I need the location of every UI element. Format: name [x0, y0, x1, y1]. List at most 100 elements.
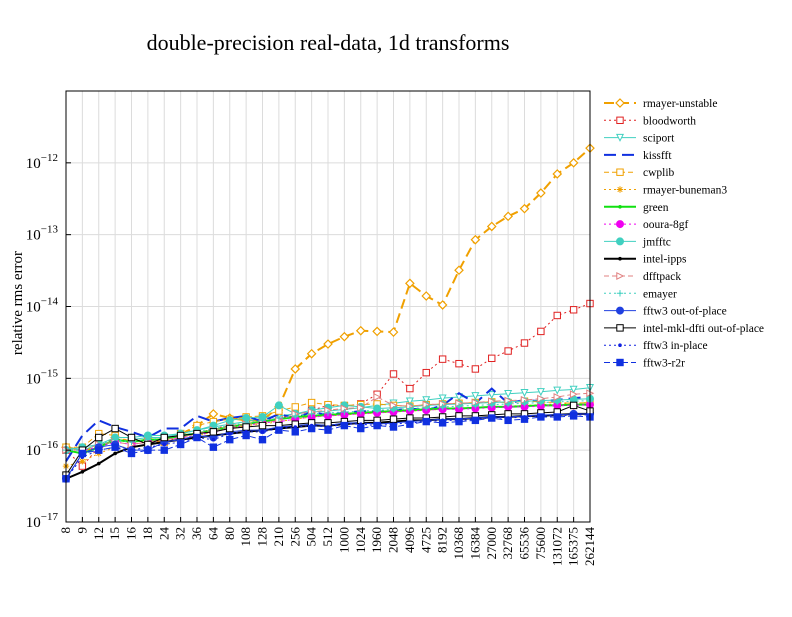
marker [275, 414, 283, 422]
marker [504, 400, 512, 408]
marker [160, 446, 168, 454]
marker [389, 423, 398, 431]
marker [618, 256, 622, 261]
legend-entry: rmayer-buneman3 [604, 185, 727, 197]
legend-label: fftw3 out-of-place [643, 306, 727, 318]
marker [438, 355, 447, 363]
marker [341, 408, 348, 416]
marker [211, 437, 216, 442]
marker [616, 306, 624, 315]
y-tick-label: 10−17 [26, 511, 59, 531]
x-tick-label: 4096 [402, 527, 417, 554]
legend-label: sciport [643, 133, 675, 145]
marker [471, 392, 480, 401]
y-tick-label: 10−15 [26, 367, 59, 387]
chart-title: double-precision real-data, 1d transform… [147, 30, 510, 55]
marker [405, 397, 414, 406]
legend-label: jmfftc [642, 236, 671, 248]
x-tick-label: 12 [91, 527, 106, 540]
marker [390, 406, 397, 413]
marker [258, 421, 267, 430]
marker [569, 390, 578, 399]
marker [95, 433, 103, 442]
legend-entry: fftw3-r2r [604, 358, 685, 370]
marker [291, 428, 299, 436]
x-tick-label: 1960 [369, 527, 384, 553]
x-tick-label: 65536 [517, 527, 532, 560]
x-tick-label: 131072 [549, 527, 564, 566]
marker [455, 417, 463, 426]
marker [113, 451, 117, 456]
marker [488, 401, 495, 408]
marker [209, 428, 218, 436]
x-tick-label: 2048 [386, 527, 401, 553]
legend-entry: jmfftc [604, 236, 671, 248]
marker [405, 278, 415, 289]
legend-label: ooura-8gf [643, 219, 689, 231]
legend-label: rmayer-unstable [643, 98, 718, 110]
x-tick-label: 27000 [484, 527, 499, 560]
marker [520, 339, 529, 347]
marker [307, 424, 316, 433]
marker [537, 399, 545, 406]
marker [553, 386, 562, 395]
legend-label: fftw3-r2r [643, 358, 685, 370]
marker [488, 354, 496, 363]
x-tick-label: 24 [156, 527, 171, 541]
marker [226, 435, 234, 444]
marker [616, 186, 624, 193]
marker [568, 157, 579, 168]
marker [176, 431, 185, 440]
marker [340, 421, 349, 430]
marker [242, 431, 250, 440]
marker [127, 449, 136, 458]
marker [260, 430, 265, 434]
x-tick-label: 32 [173, 527, 188, 540]
x-tick-label: 504 [304, 527, 319, 547]
marker [406, 405, 414, 412]
marker [306, 348, 317, 359]
marker [536, 388, 545, 397]
marker [308, 410, 315, 418]
marker [616, 324, 624, 332]
series-line [65, 414, 590, 480]
marker [144, 446, 152, 454]
marker [422, 368, 430, 377]
marker [471, 365, 480, 373]
marker [388, 327, 399, 337]
marker [616, 220, 624, 229]
x-tick-label: 36 [189, 527, 204, 541]
x-tick-label: 32768 [500, 527, 515, 560]
x-tick-label: 4725 [418, 527, 433, 553]
marker [80, 469, 85, 474]
marker [127, 433, 136, 442]
marker [421, 291, 432, 301]
marker [503, 211, 513, 222]
y-tick-label: 10−13 [26, 224, 59, 244]
marker [521, 400, 528, 407]
x-tick-label: 262144 [582, 527, 597, 567]
marker [292, 412, 299, 420]
marker [520, 415, 529, 423]
x-tick-label: 15 [107, 527, 122, 540]
x-tick-label: 256 [287, 527, 302, 547]
x-tick-label: 64 [205, 527, 220, 541]
marker [438, 419, 447, 427]
marker [111, 424, 119, 433]
marker [373, 421, 381, 430]
marker [275, 426, 283, 434]
marker [242, 423, 250, 431]
legend-label: fftw3 in-place [643, 340, 708, 352]
x-tick-label: 10368 [451, 527, 466, 560]
marker [293, 425, 298, 429]
marker [470, 234, 481, 245]
marker [406, 384, 414, 393]
marker [486, 221, 497, 232]
marker [323, 339, 333, 349]
marker [472, 402, 479, 409]
legend-entry: dfftpack [604, 271, 681, 283]
marker [616, 271, 625, 281]
x-tick-label: 8 [58, 527, 73, 534]
marker [487, 391, 496, 400]
marker [193, 433, 201, 442]
